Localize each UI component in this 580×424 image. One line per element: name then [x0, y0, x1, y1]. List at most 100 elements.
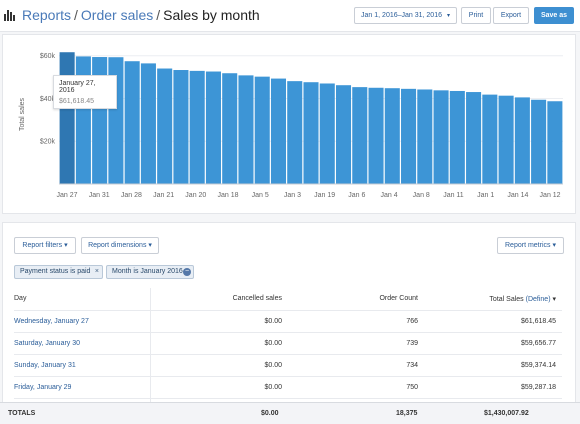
row-orders: 750: [288, 376, 424, 399]
close-icon[interactable]: ×: [94, 268, 99, 275]
chart-bar[interactable]: [433, 90, 449, 184]
row-orders: 766: [288, 310, 424, 333]
chart-bar[interactable]: [547, 101, 563, 184]
caret-down-icon: ▾: [148, 242, 152, 249]
chart-bar[interactable]: [140, 63, 156, 184]
print-button[interactable]: Print: [461, 7, 491, 24]
breadcrumb: Reports / Order sales / Sales by month: [22, 6, 260, 24]
chart-bar[interactable]: [449, 90, 465, 184]
totals-orders: 18,375: [396, 410, 418, 417]
breadcrumb-order-sales-link[interactable]: Order sales: [80, 7, 154, 23]
x-tick-label: Jan 12: [540, 192, 561, 199]
filter-tag-payment-status[interactable]: Payment status is paid ×: [14, 265, 103, 279]
report-dimensions-button[interactable]: Report dimensions ▾: [81, 237, 159, 254]
row-cancelled: $0.00: [149, 310, 288, 333]
x-tick-label: Jan 8: [413, 192, 430, 199]
totals-bar: TOTALS $0.00 18,375 $1,430,007.92: [0, 402, 580, 424]
breadcrumb-separator: /: [74, 7, 78, 23]
breadcrumb-reports-link[interactable]: Reports: [22, 7, 72, 23]
chart-bar[interactable]: [531, 99, 547, 184]
chart-bar[interactable]: [205, 71, 221, 184]
page-title: Sales by month: [163, 7, 260, 23]
chart-bar[interactable]: [335, 85, 352, 184]
row-day-link[interactable]: Sunday, January 31: [14, 354, 150, 377]
chart-bar[interactable]: [401, 88, 417, 184]
table-row: Sunday, January 31 $0.00 734 $59,374.14: [14, 354, 562, 377]
y-tick-label: $20k: [40, 139, 56, 146]
x-tick-label: Jan 31: [89, 192, 110, 199]
sales-bar-chart: $20k $40k $60k Total sales Jan 27 Jan 31 Jan 2…: [19, 52, 563, 199]
chart-bar[interactable]: [270, 78, 287, 184]
chart-bar[interactable]: [173, 70, 189, 184]
date-range-button[interactable]: Jan 1, 2016–Jan 31, 2016 ▾: [354, 7, 457, 24]
col-header-orders[interactable]: Order Count: [288, 288, 424, 311]
chart-bar[interactable]: [303, 82, 319, 184]
chart-bar[interactable]: [417, 89, 433, 184]
y-tick-label: $60k: [40, 53, 56, 60]
caret-down-icon: ▾: [446, 13, 450, 19]
chart-bar[interactable]: [287, 81, 303, 184]
chart-bar[interactable]: [466, 92, 482, 184]
report-dimensions-label: Report dimensions: [88, 242, 147, 249]
chart-bar[interactable]: [189, 70, 205, 184]
totals-sales: $1,430,007.92: [484, 410, 529, 417]
x-tick-label: Jan 4: [380, 192, 397, 199]
row-day-link[interactable]: Saturday, January 30: [14, 332, 150, 355]
chart-bar[interactable]: [514, 97, 530, 184]
chart-bar[interactable]: [238, 75, 254, 184]
x-tick-label: Jan 3: [284, 192, 301, 199]
row-cancelled: $0.00: [149, 332, 288, 355]
row-total: $59,374.14: [424, 354, 562, 377]
totals-label: TOTALS: [8, 410, 36, 417]
chart-bar[interactable]: [319, 83, 335, 184]
breadcrumb-separator: /: [156, 7, 161, 23]
filter-tag-month[interactable]: Month is January 2016 −: [106, 265, 194, 279]
chart-bar[interactable]: [157, 68, 173, 184]
col-header-total-label: Total Sales: [489, 295, 524, 303]
row-total: $59,287.18: [424, 376, 562, 399]
chart-bar[interactable]: [498, 95, 514, 184]
minus-circle-icon[interactable]: −: [183, 268, 191, 276]
chart-tooltip: January 27, 2016 $61,618.45: [53, 75, 117, 109]
export-button[interactable]: Export: [493, 7, 529, 24]
col-header-day[interactable]: Day: [14, 288, 150, 311]
x-tick-label: Jan 14: [507, 192, 528, 199]
sort-desc-icon[interactable]: ▾: [552, 295, 556, 303]
top-bar: Reports / Order sales / Sales by month Jan 1…: [0, 0, 580, 32]
col-header-total[interactable]: Total Sales (Define) ▾: [424, 288, 562, 311]
x-tick-label: Jan 20: [185, 192, 206, 199]
filter-tag-label: Payment status is paid: [20, 268, 91, 275]
x-tick-label: Jan 11: [443, 192, 464, 199]
chart-bar[interactable]: [254, 76, 270, 184]
x-tick-label: Jan 19: [314, 192, 335, 199]
col-header-cancelled[interactable]: Cancelled sales: [149, 288, 288, 311]
tooltip-date: January 27, 2016: [59, 80, 96, 94]
x-tick-label: Jan 28: [121, 192, 142, 199]
x-tick-label: Jan 1: [477, 192, 494, 199]
chart-bar[interactable]: [368, 87, 384, 184]
x-tick-label: Jan 21: [153, 192, 174, 199]
chart-bar[interactable]: [124, 61, 140, 184]
table-header-row: Day Cancelled sales Order Count Total Sa…: [14, 288, 562, 311]
row-day-link[interactable]: Wednesday, January 27: [14, 310, 150, 333]
x-tick-label: Jan 5: [252, 192, 269, 199]
report-metrics-button[interactable]: Report metrics ▾: [497, 237, 564, 254]
y-tick-label: $40k: [40, 96, 56, 103]
x-tick-label: Jan 18: [218, 192, 239, 199]
report-filters-button[interactable]: Report filters ▾: [14, 237, 76, 254]
filter-tag-label: Month is January 2016: [112, 268, 183, 275]
caret-down-icon: ▾: [552, 242, 556, 249]
chart-bar[interactable]: [222, 73, 238, 184]
row-day-link[interactable]: Friday, January 29: [14, 376, 150, 399]
chart-bar[interactable]: [482, 94, 498, 184]
report-metrics-label: Report metrics: [505, 242, 551, 249]
row-orders: 734: [288, 354, 424, 377]
chart-bar[interactable]: [59, 52, 75, 184]
save-as-button[interactable]: Save as: [534, 7, 574, 24]
sales-chart-card: $20k $40k $60k Total sales Jan 27 Jan 31 Jan 2…: [2, 34, 576, 214]
chart-bar[interactable]: [352, 87, 368, 184]
define-link[interactable]: (Define): [525, 295, 551, 303]
x-tick-label: Jan 6: [348, 192, 365, 199]
row-total: $61,618.45: [424, 310, 562, 333]
chart-bar[interactable]: [384, 88, 400, 184]
